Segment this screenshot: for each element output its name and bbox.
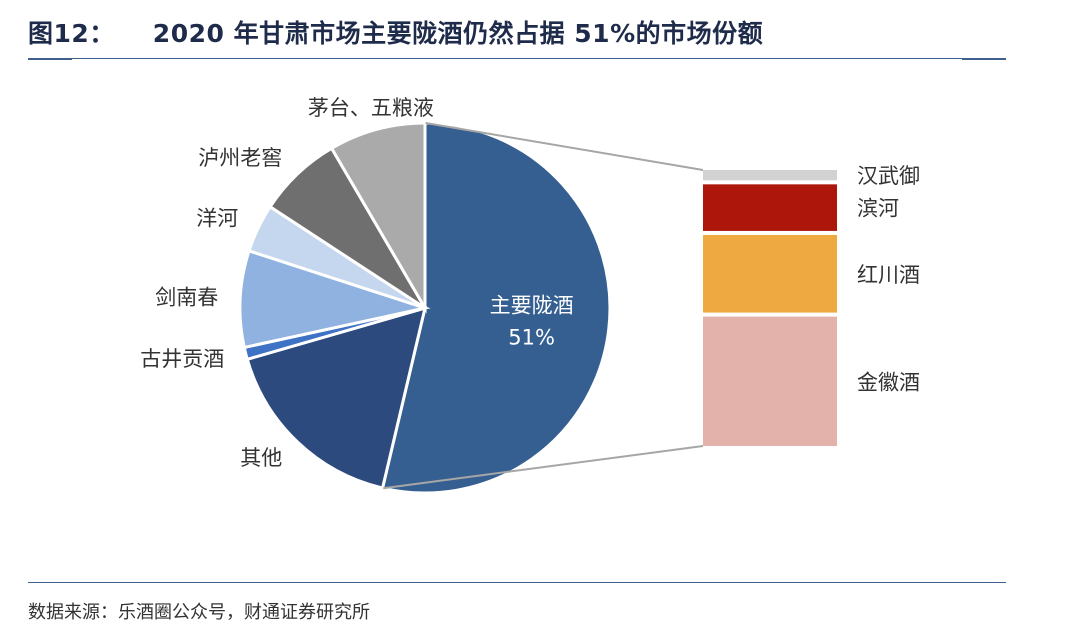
connector-line-top [425, 122, 704, 171]
pie-slice-1 [380, 121, 612, 495]
chart-title: 图12： 2020 年甘肃市场主要陇酒仍然占据 51%的市场份额 [28, 14, 763, 50]
slice-label-main: 主要陇酒 [490, 293, 574, 317]
breakdown-label-3: 红川酒 [857, 263, 920, 287]
slice-value-label-main: 51% [508, 325, 555, 349]
title-divider [28, 58, 1006, 59]
pie-slice-4 [238, 248, 431, 350]
breakdown-segment-2 [703, 184, 837, 231]
pie-slice-7 [329, 121, 427, 314]
breakdown-label-4: 金徽酒 [857, 370, 920, 394]
slice-labels: 主要陇酒 51% 其他 古井贡酒 剑南春 洋河 泸州老窖 茅台、五粮液 [140, 96, 573, 470]
breakdown-segment-1 [703, 170, 837, 181]
breakdown-connectors [383, 122, 704, 490]
breakdown-label-2: 滨河 [857, 197, 899, 221]
pie-slice-2 [245, 305, 428, 490]
connector-line-bottom [383, 445, 704, 490]
pie-chart [238, 121, 612, 495]
figure-title-text: 2020 年甘肃市场主要陇酒仍然占据 51%的市场份额 [152, 19, 764, 48]
slice-label-7: 茅台、五粮液 [308, 96, 434, 120]
figure-number: 图12： [28, 19, 115, 48]
breakdown-label-1: 汉武御 [857, 164, 920, 188]
slice-label-5: 洋河 [196, 207, 238, 231]
source-note: 数据来源：乐酒圈公众号，财通证券研究所 [28, 602, 370, 623]
breakdown-segment-4 [703, 316, 837, 446]
slice-label-4: 剑南春 [155, 286, 218, 310]
slice-label-2: 其他 [240, 446, 282, 470]
breakdown-segment-3 [703, 234, 837, 313]
title-divider-accent-left [28, 58, 72, 60]
slice-label-6: 泸州老窖 [198, 146, 282, 170]
footer-divider [28, 582, 1006, 583]
slice-label-3: 古井贡酒 [140, 347, 224, 371]
title-divider-accent-right [962, 58, 1006, 60]
